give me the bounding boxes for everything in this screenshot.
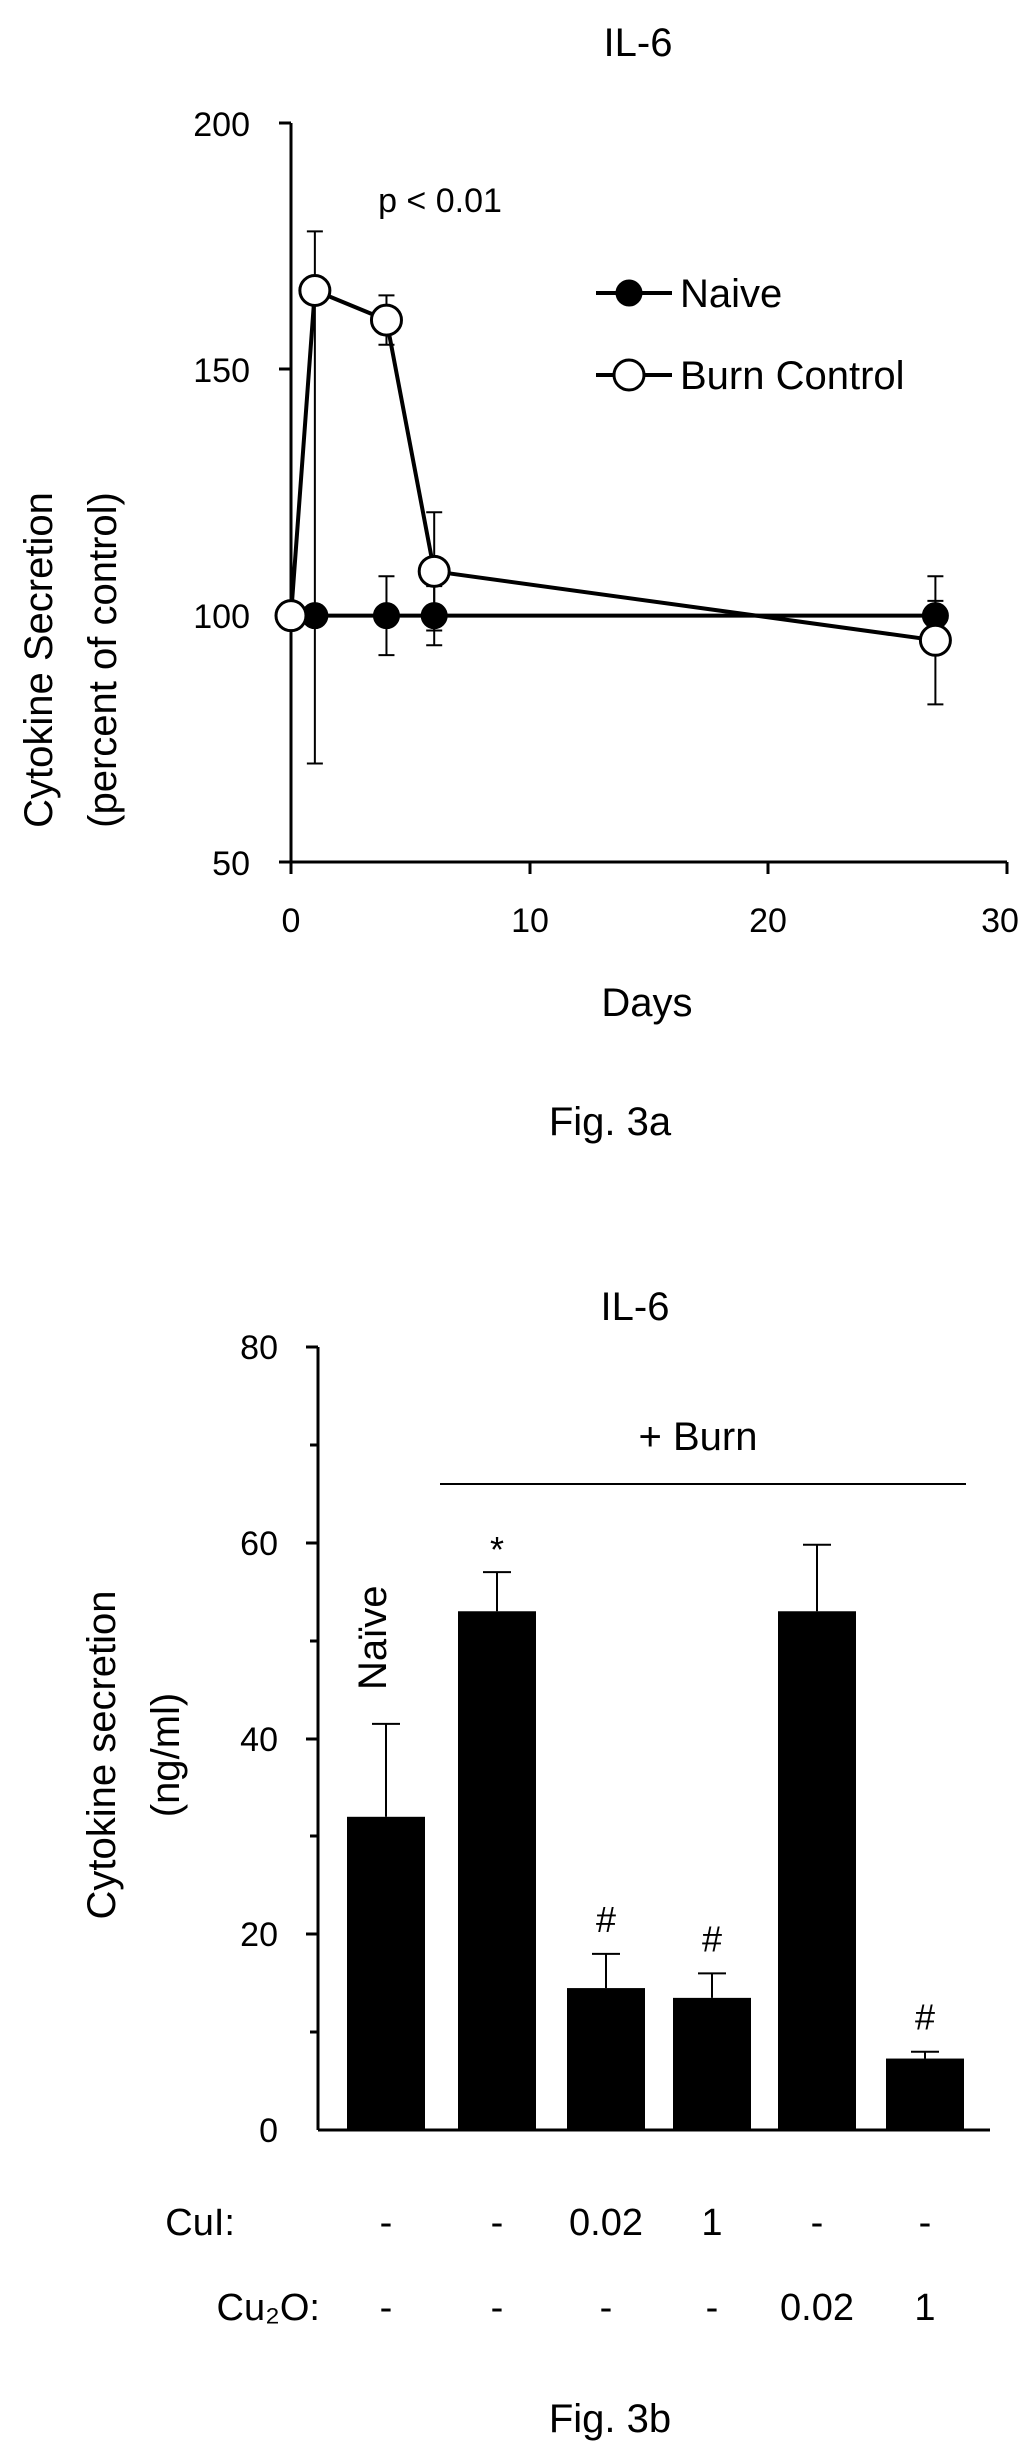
naive-data-point — [420, 602, 448, 630]
cui-dose-value: - — [811, 2202, 824, 2244]
chart-b-ytick-label: 0 — [259, 2112, 278, 2150]
chart-a-ytick-label: 100 — [193, 598, 250, 636]
line-chart-il6: IL-6 p < 0.01 Cytokine Secretion (percen… — [17, 21, 1019, 1144]
chart-b-title: IL-6 — [601, 1285, 670, 1329]
cui-dose-value: - — [919, 2202, 932, 2244]
bar — [778, 1611, 856, 2130]
bar — [347, 1816, 425, 2130]
chart-a-legend: Naive Burn Control — [596, 272, 905, 398]
burn-control-data-point — [417, 554, 451, 588]
bar — [886, 2058, 964, 2130]
cui-dose-value: - — [491, 2202, 504, 2244]
chart-b-ylabel-line2: (ng/ml) — [144, 1693, 188, 1817]
legend-burn-control-label: Burn Control — [680, 354, 905, 398]
legend-naive-label: Naive — [680, 272, 782, 316]
chart-a-xtick-label: 10 — [511, 902, 549, 940]
chart-b-ylabel: Cytokine secretion (ng/ml) — [80, 1590, 188, 1919]
chart-b-ytick-label: 80 — [240, 1329, 278, 1367]
chart-a-ytick-label: 150 — [193, 352, 250, 390]
bar — [673, 1997, 751, 2130]
cui-row-label: CuI: — [165, 2202, 235, 2244]
chart-b-ytick-label: 60 — [240, 1525, 278, 1563]
chart-b-bars-group: * # # # — [347, 1529, 964, 2130]
chart-b-ytick-label: 20 — [240, 1916, 278, 1954]
bar — [458, 1611, 536, 2130]
chart-a-title: IL-6 — [604, 21, 673, 65]
cu2o-dose-value: - — [380, 2287, 393, 2329]
bar-chart-il6: IL-6 Cytokine secretion (ng/ml) 80 60 40… — [80, 1285, 990, 2441]
cui-dose-value: 1 — [701, 2202, 722, 2244]
chart-a-ytick-label: 50 — [212, 845, 250, 883]
cu2o-dose-value: 0.02 — [780, 2287, 854, 2329]
chart-b-ytick-label: 40 — [240, 1721, 278, 1759]
cu2o-dose-value: - — [706, 2287, 719, 2329]
cu2o-dose-value: 1 — [914, 2287, 935, 2329]
bar — [567, 1988, 645, 2130]
chart-a-ytick-label: 200 — [193, 106, 250, 144]
cu2o-row-label: Cu₂O: — [217, 2287, 320, 2329]
legend-naive-marker — [615, 279, 643, 307]
chart-a-ylabel: Cytokine Secretion (percent of control) — [17, 492, 125, 828]
figure-b-caption: Fig. 3b — [549, 2397, 671, 2441]
naive-data-point — [372, 602, 400, 630]
burn-group-label: + Burn — [639, 1415, 758, 1459]
chart-a-xlabel: Days — [601, 981, 692, 1025]
cui-dose-value: - — [380, 2202, 393, 2244]
chart-a-xtick-label: 0 — [282, 902, 301, 940]
cui-dose-value: 0.02 — [569, 2202, 643, 2244]
burn-control-series-line — [289, 288, 936, 643]
p-value-annotation: p < 0.01 — [378, 182, 502, 220]
significance-marker: # — [596, 1899, 616, 1940]
significance-marker: # — [915, 1997, 935, 2038]
chart-a-series-group — [274, 230, 952, 765]
significance-marker: # — [702, 1918, 722, 1959]
naive-bar-label: Naïve — [351, 1586, 395, 1691]
burn-control-data-point — [369, 303, 403, 337]
chart-a-ylabel-line1: Cytokine Secretion — [17, 492, 61, 828]
cu2o-dose-value: - — [600, 2287, 613, 2329]
burn-control-data-point — [918, 623, 952, 657]
chart-a-xtick-label: 20 — [749, 902, 787, 940]
chart-a-xtick-label: 30 — [981, 902, 1019, 940]
burn-control-data-point — [298, 274, 332, 308]
chart-b-ylabel-line1: Cytokine secretion — [80, 1590, 124, 1919]
chart-b-treatment-rows: - - 0.02 1 - - - - - - 0.02 1 — [380, 2202, 936, 2329]
chart-a-ylabel-line2: (percent of control) — [81, 492, 125, 828]
burn-control-data-point — [274, 599, 308, 633]
significance-marker: * — [490, 1529, 504, 1570]
figure-a-caption: Fig. 3a — [549, 1100, 672, 1144]
legend-burn-control-marker — [612, 358, 646, 392]
cu2o-dose-value: - — [491, 2287, 504, 2329]
